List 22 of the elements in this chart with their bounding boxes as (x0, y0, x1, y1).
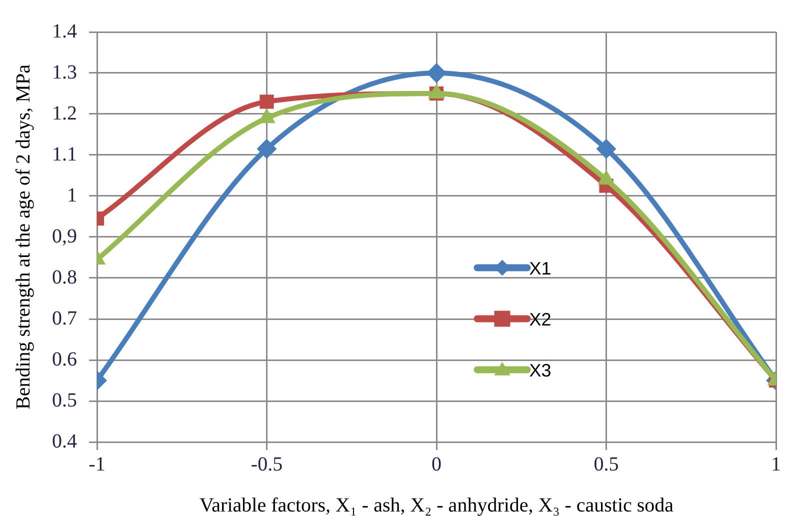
y-tick-label: 0.8 (52, 266, 77, 288)
x-tick-label: 1 (771, 453, 781, 476)
legend-label: X2 (529, 310, 552, 330)
y-tick-label: 0.6 (52, 348, 77, 370)
y-tick-label: 1.1 (52, 143, 77, 166)
y-axis-title: Bending strength at the age of 2 days, MPa (12, 64, 34, 410)
legend-label: X1 (529, 258, 552, 279)
y-tick-label: 1 (67, 184, 77, 206)
x-tick-label: 0.5 (594, 453, 619, 476)
legend-label: X3 (529, 360, 552, 381)
x-tick-label: -0.5 (250, 453, 283, 476)
y-tick-label: 0.7 (52, 307, 77, 330)
x-axis-title: Variable factors, X₁ - ash, X₂ - anhydride, X₃ - caustic soda (199, 494, 674, 516)
y-tick-label: 0.5 (52, 389, 77, 412)
y-tick-label: 1.4 (52, 20, 77, 42)
point (426, 63, 446, 83)
y-tick-label: 1.3 (52, 61, 77, 84)
x-tick-label: -1 (88, 453, 106, 476)
y-tick-label: 0.4 (52, 430, 77, 452)
y-tick-label: 0,9 (52, 225, 77, 248)
x-tick-label: 0 (432, 453, 442, 476)
y-tick-label: 1.2 (52, 102, 77, 124)
